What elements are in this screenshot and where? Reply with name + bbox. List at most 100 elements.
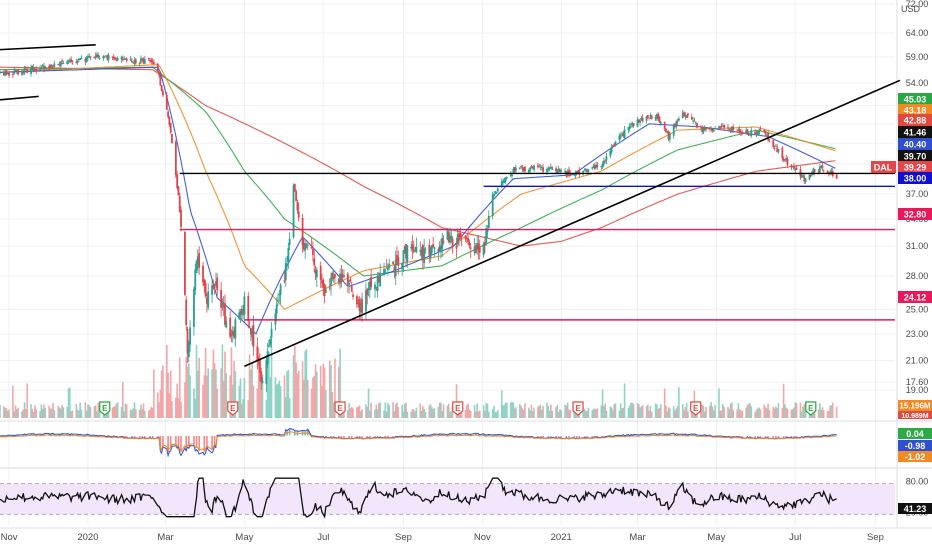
volume-bar: [17, 407, 19, 418]
volume-bar: [529, 410, 531, 418]
volume-bar: [252, 385, 255, 418]
candle-body: [649, 115, 652, 117]
volume-bar: [596, 408, 599, 418]
volume-bar: [604, 403, 606, 418]
candle-body: [203, 279, 206, 286]
volume-bar: [204, 348, 207, 418]
volume-bar: [241, 403, 243, 418]
volume-bar: [759, 409, 762, 418]
candle-body: [107, 54, 110, 60]
volume-bar: [628, 405, 631, 418]
candle-body: [134, 59, 137, 64]
candle-body: [487, 215, 490, 229]
volume-bar: [675, 408, 678, 418]
candle-body: [804, 178, 807, 183]
candle-body: [68, 60, 71, 62]
candle-body: [306, 244, 309, 246]
candle-body: [745, 130, 748, 134]
volume-bar: [21, 411, 23, 418]
volume-bar: [159, 389, 162, 418]
candle-body: [593, 165, 596, 169]
macd-histogram-bar: [234, 434, 237, 436]
volume-bar: [831, 402, 834, 418]
candle-body: [738, 129, 741, 134]
macd-histogram-bar: [674, 434, 676, 436]
y-tick-label: 54.00: [906, 78, 929, 88]
macd-histogram-bar: [565, 436, 568, 438]
volume-bar: [359, 411, 362, 418]
volume-bar: [466, 405, 468, 418]
candle-body: [295, 191, 298, 202]
candle-body: [120, 57, 123, 60]
volume-bar: [160, 370, 163, 418]
candle-body: [540, 167, 543, 169]
price-label-bg: [898, 291, 932, 303]
volume-bar: [737, 403, 740, 418]
volume-bar: [406, 411, 409, 418]
candle-body: [694, 121, 697, 123]
candle-body: [152, 62, 155, 65]
candle-body: [440, 245, 442, 253]
candle-body: [767, 133, 770, 140]
macd-label: -0.98: [905, 441, 926, 451]
candle-body: [414, 249, 416, 251]
earnings-marker-shape: [572, 401, 584, 416]
macd-histogram-bar: [175, 436, 177, 445]
volume-bar: [57, 405, 59, 418]
price-label: 38.00: [904, 174, 927, 184]
candle-body: [339, 273, 341, 284]
candle-body: [257, 361, 260, 363]
x-tick-label: 2020: [77, 532, 98, 543]
candle-body: [645, 116, 648, 121]
volume-bar: [548, 410, 551, 418]
candle-body: [331, 273, 334, 279]
volume-bar: [449, 411, 451, 418]
candle-body: [729, 130, 732, 132]
candle-body: [66, 61, 69, 65]
volume-bar: [477, 411, 480, 418]
volume-bar: [52, 402, 54, 418]
candle-body: [198, 253, 201, 268]
volume-bar: [175, 397, 177, 418]
macd-histogram-bar: [594, 436, 596, 437]
volume-bar: [484, 410, 486, 418]
rsi-tick-label: 80.00: [906, 476, 929, 486]
volume-bar: [531, 411, 534, 418]
macd-histogram-bar: [141, 436, 144, 438]
volume-bar: [250, 369, 252, 418]
volume-bar: [542, 406, 544, 418]
volume-bar: [424, 411, 427, 418]
candle-body: [256, 346, 259, 362]
candle-body: [758, 129, 760, 135]
macd-histogram-bar: [366, 436, 369, 438]
price-label-bg: [898, 138, 932, 150]
candle-body: [106, 55, 109, 60]
macd-histogram-bar: [239, 434, 242, 436]
candle-body: [59, 61, 62, 67]
volume-bar: [411, 409, 414, 418]
volume-bar: [233, 361, 235, 418]
volume-bar: [681, 404, 684, 418]
volume-bar: [279, 386, 282, 418]
volume-bar: [519, 404, 521, 418]
candle-body: [817, 170, 820, 172]
candle-body: [685, 115, 688, 118]
candle-body: [248, 325, 251, 327]
volume-bar: [451, 405, 454, 418]
candle-body: [138, 63, 141, 65]
volume-bar: [393, 411, 396, 418]
candle-body: [204, 282, 207, 297]
volume-bar: [184, 382, 186, 418]
volume-bar: [142, 403, 145, 418]
candle-body: [196, 256, 199, 265]
volume-bar: [442, 404, 445, 418]
volume-bar: [266, 352, 269, 418]
price-label-bg: [898, 161, 932, 173]
candle-body: [270, 328, 273, 338]
volume-bar: [718, 388, 720, 418]
volume-bar: [486, 403, 489, 418]
volume-bar: [513, 408, 516, 418]
candle-body: [800, 175, 803, 178]
moving-average-line: [0, 66, 836, 247]
macd-histogram-bar: [211, 436, 213, 450]
